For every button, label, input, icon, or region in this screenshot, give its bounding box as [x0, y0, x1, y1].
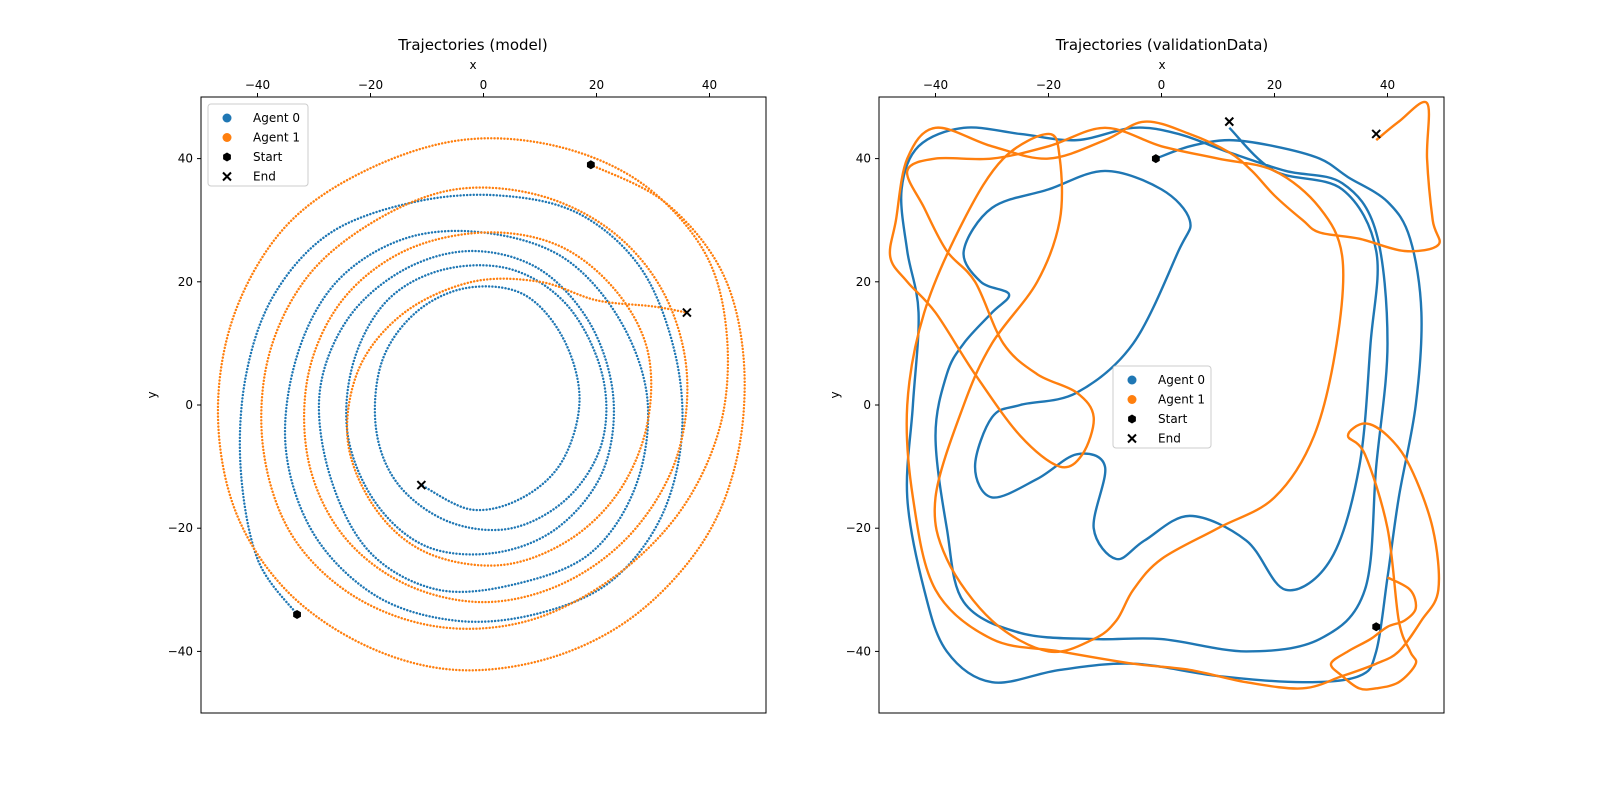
plot-frame	[200, 96, 767, 714]
x-axis-label: x	[1158, 58, 1165, 72]
x-tick-label: −20	[1036, 78, 1061, 92]
y-tick-label: 40	[178, 152, 193, 166]
x-tick-label: −40	[923, 78, 948, 92]
start-marker	[586, 160, 595, 170]
y-tick-label: 20	[178, 275, 193, 289]
legend-marker-agent-0	[222, 113, 232, 123]
model-trajectories-plot: Trajectories (model) x y −40 −20 0 20 40 −40…	[145, 36, 767, 714]
y-axis-label: y	[145, 391, 159, 398]
legend-marker-end	[1127, 433, 1137, 444]
y-tick-label: −40	[846, 644, 871, 658]
legend-label-end: End	[1158, 432, 1181, 446]
validation-trajectories-plot: Trajectories (validationData) x y −40 −20…	[828, 36, 1445, 714]
end-marker	[416, 480, 427, 490]
x-tick-label: 20	[589, 78, 604, 92]
legend-marker-end	[222, 171, 232, 182]
x-tick-label: −20	[358, 78, 383, 92]
plot-title: Trajectories (model)	[397, 36, 548, 54]
y-tick-label: 40	[856, 152, 871, 166]
end-marker	[1371, 129, 1381, 139]
legend-marker-start	[223, 152, 231, 162]
legend-label-start: Start	[253, 150, 283, 164]
x-axis-label: x	[469, 58, 476, 72]
end-marker	[682, 307, 692, 318]
data-layer	[888, 100, 1441, 691]
y-axis-label: y	[828, 391, 842, 398]
x-tick-label: 40	[702, 78, 717, 92]
x-tick-label: 20	[1267, 78, 1282, 92]
y-tick-label: 20	[856, 275, 871, 289]
plot-title: Trajectories (validationData)	[1055, 36, 1269, 54]
start-marker	[1372, 622, 1381, 632]
legend-marker-start	[1128, 414, 1136, 424]
legend-label-end: End	[253, 170, 276, 184]
plot-frame	[878, 96, 1445, 714]
y-tick-label: −20	[846, 521, 871, 535]
legend-label-agent-0: Agent 0	[1158, 373, 1205, 387]
agent-0-trajectory	[238, 193, 684, 623]
data-layer	[216, 137, 746, 672]
legend-marker-agent-1	[222, 133, 232, 142]
y-tick-label: 0	[863, 398, 871, 412]
start-marker	[293, 609, 301, 619]
legend: Agent 0 Agent 1 Start End	[207, 103, 309, 187]
legend-marker-agent-0	[1127, 375, 1137, 385]
agent-1-trajectory	[888, 100, 1441, 691]
x-tick-label: 0	[1158, 78, 1166, 92]
y-tick-label: −40	[168, 644, 193, 658]
x-tick-labels: −40 −20 0 20 40	[923, 78, 1395, 97]
x-tick-label: 0	[480, 78, 488, 92]
x-tick-label: 40	[1380, 78, 1395, 92]
legend: Agent 0 Agent 1 Start End	[1112, 365, 1212, 449]
legend-label-agent-1: Agent 1	[253, 131, 300, 145]
x-tick-labels: −40 −20 0 20 40	[245, 78, 717, 97]
y-tick-label: −20	[168, 521, 193, 535]
x-tick-label: −40	[245, 78, 270, 92]
legend-label-start: Start	[1158, 412, 1188, 426]
legend-label-agent-0: Agent 0	[253, 111, 300, 125]
legend-marker-agent-1	[1127, 395, 1137, 404]
y-tick-labels: −40 −20 0 20 40	[168, 152, 201, 658]
legend-frame	[1112, 365, 1212, 449]
end-marker	[1224, 116, 1235, 127]
agent-1-trajectory	[216, 137, 746, 672]
y-tick-labels: −40 −20 0 20 40	[846, 152, 879, 658]
start-marker	[1151, 154, 1160, 164]
y-tick-label: 0	[185, 398, 193, 412]
legend-frame	[207, 103, 309, 187]
legend-label-agent-1: Agent 1	[1158, 393, 1205, 407]
